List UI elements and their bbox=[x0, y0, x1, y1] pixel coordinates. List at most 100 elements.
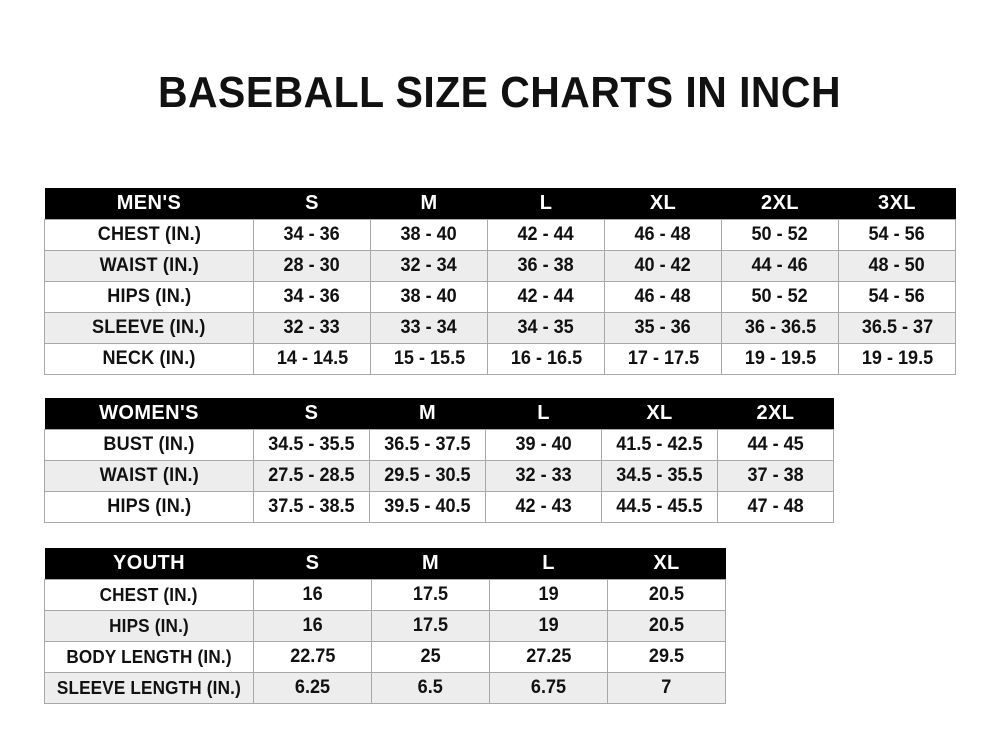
measurement-value: 33 - 34 bbox=[370, 312, 488, 344]
table-row: SLEEVE LENGTH (IN.) 6.25 6.5 6.75 7 bbox=[44, 672, 726, 704]
measurement-value: 39.5 - 40.5 bbox=[369, 491, 486, 523]
table-row: HIPS (IN.) 34 - 36 38 - 40 42 - 44 46 - 48 50… bbox=[44, 281, 956, 313]
measurement-value: 42 - 43 bbox=[485, 491, 602, 523]
table-category-label: MEN'S bbox=[44, 188, 254, 220]
measurement-value: 19 bbox=[489, 579, 608, 611]
measurement-value: 25 bbox=[371, 641, 490, 673]
column-header-3xl: 3XL bbox=[838, 188, 956, 220]
column-header-m: M bbox=[369, 398, 486, 430]
measurement-value: 46 - 48 bbox=[604, 219, 722, 251]
measurement-value: 35 - 36 bbox=[604, 312, 722, 344]
measurement-value: 38 - 40 bbox=[370, 219, 488, 251]
column-header-xl: XL bbox=[604, 188, 722, 220]
measurement-label: BODY LENGTH (IN.) bbox=[44, 641, 254, 673]
measurement-value: 17.5 bbox=[371, 579, 490, 611]
column-header-xl: XL bbox=[601, 398, 718, 430]
measurement-value: 42 - 44 bbox=[487, 281, 605, 313]
column-header-m: M bbox=[371, 548, 490, 580]
measurement-value: 19 - 19.5 bbox=[838, 343, 956, 375]
column-header-s: S bbox=[253, 548, 372, 580]
measurement-value: 27.5 - 28.5 bbox=[253, 460, 370, 492]
table-row: WAIST (IN.) 27.5 - 28.5 29.5 - 30.5 32 - 33… bbox=[44, 460, 834, 492]
measurement-value: 32 - 33 bbox=[485, 460, 602, 492]
measurement-value: 36.5 - 37.5 bbox=[369, 429, 486, 461]
measurement-label: SLEEVE (IN.) bbox=[44, 312, 254, 344]
measurement-value: 34 - 36 bbox=[253, 281, 371, 313]
measurement-value: 29.5 - 30.5 bbox=[369, 460, 486, 492]
measurement-value: 42 - 44 bbox=[487, 219, 605, 251]
measurement-label: SLEEVE LENGTH (IN.) bbox=[44, 672, 254, 704]
column-header-2xl: 2XL bbox=[721, 188, 839, 220]
measurement-value: 48 - 50 bbox=[838, 250, 956, 282]
table-row: BODY LENGTH (IN.) 22.75 25 27.25 29.5 bbox=[44, 641, 726, 673]
measurement-value: 54 - 56 bbox=[838, 219, 956, 251]
column-header-l: L bbox=[485, 398, 602, 430]
column-header-l: L bbox=[489, 548, 608, 580]
measurement-value: 7 bbox=[607, 672, 726, 704]
table-row: SLEEVE (IN.) 32 - 33 33 - 34 34 - 35 35 - 36… bbox=[44, 312, 956, 344]
table-row: CHEST (IN.) 16 17.5 19 20.5 bbox=[44, 579, 726, 611]
measurement-value: 14 - 14.5 bbox=[253, 343, 371, 375]
measurement-value: 37.5 - 38.5 bbox=[253, 491, 370, 523]
measurement-label: HIPS (IN.) bbox=[44, 610, 254, 642]
measurement-value: 39 - 40 bbox=[485, 429, 602, 461]
measurement-value: 37 - 38 bbox=[717, 460, 834, 492]
column-header-m: M bbox=[370, 188, 488, 220]
measurement-value: 6.5 bbox=[371, 672, 490, 704]
table-row: CHEST (IN.) 34 - 36 38 - 40 42 - 44 46 - 48 5… bbox=[44, 219, 956, 251]
measurement-value: 15 - 15.5 bbox=[370, 343, 488, 375]
table-row: BUST (IN.) 34.5 - 35.5 36.5 - 37.5 39 - 40 4… bbox=[44, 429, 834, 461]
table-header-row: YOUTH S M L XL bbox=[44, 548, 726, 580]
column-header-xl: XL bbox=[607, 548, 726, 580]
measurement-value: 50 - 52 bbox=[721, 281, 839, 313]
measurement-value: 36.5 - 37 bbox=[838, 312, 956, 344]
table-category-label: WOMEN'S bbox=[44, 398, 254, 430]
table-category-label: YOUTH bbox=[44, 548, 254, 580]
measurement-value: 17 - 17.5 bbox=[604, 343, 722, 375]
column-header-l: L bbox=[487, 188, 605, 220]
measurement-value: 34.5 - 35.5 bbox=[601, 460, 718, 492]
measurement-value: 32 - 33 bbox=[253, 312, 371, 344]
measurement-label: NECK (IN.) bbox=[44, 343, 254, 375]
measurement-value: 16 bbox=[253, 579, 372, 611]
measurement-value: 44.5 - 45.5 bbox=[601, 491, 718, 523]
measurement-value: 41.5 - 42.5 bbox=[601, 429, 718, 461]
measurement-value: 6.75 bbox=[489, 672, 608, 704]
measurement-value: 6.25 bbox=[253, 672, 372, 704]
table-row: WAIST (IN.) 28 - 30 32 - 34 36 - 38 40 - 42 4… bbox=[44, 250, 956, 282]
table-row: NECK (IN.) 14 - 14.5 15 - 15.5 16 - 16.5 17 … bbox=[44, 343, 956, 375]
measurement-value: 34 - 35 bbox=[487, 312, 605, 344]
measurement-value: 17.5 bbox=[371, 610, 490, 642]
measurement-value: 32 - 34 bbox=[370, 250, 488, 282]
womens-size-table: WOMEN'S S M L XL 2XL BUST (IN.) 34.5 - 35.5 36.5… bbox=[44, 398, 834, 523]
measurement-label: HIPS (IN.) bbox=[44, 491, 254, 523]
measurement-value: 40 - 42 bbox=[604, 250, 722, 282]
measurement-value: 44 - 45 bbox=[717, 429, 834, 461]
measurement-value: 28 - 30 bbox=[253, 250, 371, 282]
table-row: HIPS (IN.) 16 17.5 19 20.5 bbox=[44, 610, 726, 642]
measurement-value: 46 - 48 bbox=[604, 281, 722, 313]
measurement-label: WAIST (IN.) bbox=[44, 250, 254, 282]
measurement-label: CHEST (IN.) bbox=[44, 579, 254, 611]
youth-size-table: YOUTH S M L XL CHEST (IN.) 16 17.5 19 20.5 HIPS (I… bbox=[44, 548, 726, 704]
measurement-value: 20.5 bbox=[607, 610, 726, 642]
measurement-value: 16 bbox=[253, 610, 372, 642]
measurement-label: CHEST (IN.) bbox=[44, 219, 254, 251]
measurement-value: 34.5 - 35.5 bbox=[253, 429, 370, 461]
mens-size-table: MEN'S S M L XL 2XL 3XL CHEST (IN.) 34 - 36 38 - 4… bbox=[44, 188, 956, 375]
column-header-s: S bbox=[253, 188, 371, 220]
column-header-2xl: 2XL bbox=[717, 398, 834, 430]
measurement-value: 38 - 40 bbox=[370, 281, 488, 313]
measurement-value: 27.25 bbox=[489, 641, 608, 673]
measurement-value: 16 - 16.5 bbox=[487, 343, 605, 375]
measurement-value: 29.5 bbox=[607, 641, 726, 673]
column-header-s: S bbox=[253, 398, 370, 430]
measurement-value: 36 - 38 bbox=[487, 250, 605, 282]
measurement-value: 44 - 46 bbox=[721, 250, 839, 282]
measurement-value: 47 - 48 bbox=[717, 491, 834, 523]
measurement-label: WAIST (IN.) bbox=[44, 460, 254, 492]
table-row: HIPS (IN.) 37.5 - 38.5 39.5 - 40.5 42 - 43 4… bbox=[44, 491, 834, 523]
measurement-value: 20.5 bbox=[607, 579, 726, 611]
measurement-value: 50 - 52 bbox=[721, 219, 839, 251]
